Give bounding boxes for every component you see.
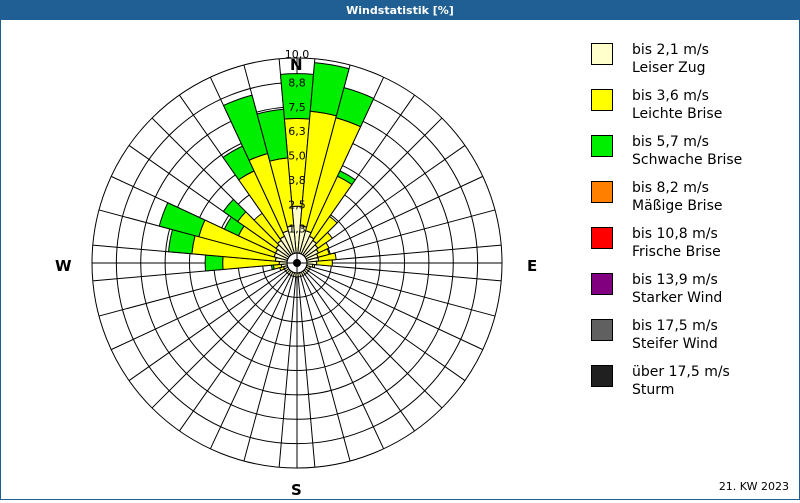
ring-label: 2,5 [288, 198, 306, 211]
wind-sector [335, 86, 375, 128]
legend-label: Schwache Brise [632, 152, 743, 168]
legend-swatch [591, 273, 613, 295]
wind-sector [158, 202, 206, 238]
wind-sector [309, 62, 350, 117]
wind-sector [222, 94, 269, 161]
ring-label: 10,0 [285, 48, 310, 61]
ring-label: 8,8 [288, 76, 306, 89]
direction-label-w: W [55, 257, 72, 275]
legend-swatch [591, 227, 613, 249]
direction-label-n: N [290, 56, 303, 74]
wind-sector [204, 254, 224, 272]
legend-speed: bis 2,1 m/s [632, 42, 709, 58]
ring-label: 7,5 [288, 101, 306, 114]
legend-speed: bis 3,6 m/s [632, 88, 709, 104]
ring-label: 1,3 [288, 223, 306, 236]
wind-sector [311, 263, 316, 269]
ring-label: 3,8 [288, 174, 306, 187]
legend-label: Starker Wind [632, 290, 723, 306]
legend-swatch [591, 181, 613, 203]
legend-speed: bis 8,2 m/s [632, 180, 709, 196]
legend-swatch [591, 43, 613, 65]
wind-sector [256, 108, 289, 162]
wind-sector [270, 264, 275, 271]
wind-sector [314, 231, 334, 250]
legend-label: Leichte Brise [632, 106, 723, 122]
legend-label: Sturm [632, 382, 675, 398]
legend-label: Frische Brise [632, 244, 721, 260]
legend-speed: bis 17,5 m/s [632, 318, 718, 334]
wind-sector [222, 198, 247, 223]
wind-sector [336, 170, 357, 186]
wind-sector [312, 215, 338, 245]
direction-label-s: S [291, 481, 302, 499]
legend-swatch [591, 319, 613, 341]
legend-swatch [591, 135, 613, 157]
legend-swatch [591, 89, 613, 111]
legend-label: Leiser Zug [632, 60, 706, 76]
legend-speed: bis 5,7 m/s [632, 134, 709, 150]
legend-speed: bis 10,8 m/s [632, 226, 718, 242]
wind-sector [315, 242, 330, 254]
legend-speed: über 17,5 m/s [632, 364, 730, 380]
legend-swatch [591, 365, 613, 387]
direction-label-e: E [527, 257, 538, 275]
wind-rose-chart: 1,3 2,5 3,8 5,0 6,3 7,5 8,8 10,0 N E S W [1, 21, 561, 499]
legend-speed: bis 13,9 m/s [632, 272, 718, 288]
week-label: 21. KW 2023 [718, 480, 789, 493]
wind-rose-svg: 1,3 2,5 3,8 5,0 6,3 7,5 8,8 10,0 [91, 48, 503, 469]
wind-sector [317, 252, 337, 262]
legend-label: Mäßige Brise [632, 198, 723, 214]
legend-label: Steifer Wind [632, 336, 718, 352]
ring-label: 6,3 [288, 125, 306, 138]
chart-title: Windstatistik [%] [1, 1, 799, 20]
wind-sector [316, 259, 333, 267]
ring-label: 5,0 [288, 150, 306, 163]
